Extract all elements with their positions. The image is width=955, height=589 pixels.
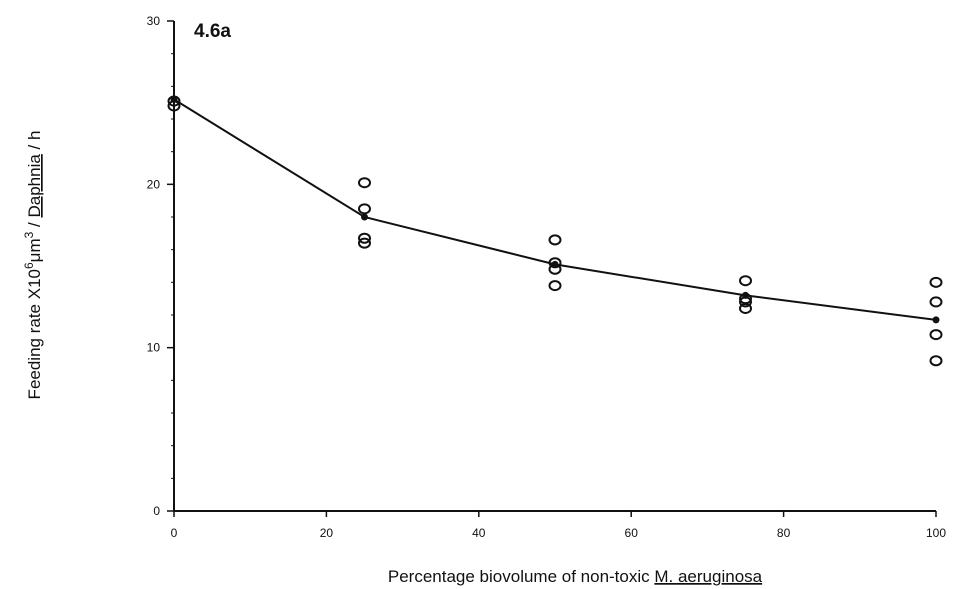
panel-label: 4.6a [194, 21, 231, 42]
replicate-point [929, 329, 943, 341]
y-tick-label: 0 [153, 504, 160, 518]
x-tick-label: 80 [777, 526, 791, 540]
replicate-point [929, 296, 943, 308]
mean-point [551, 260, 559, 268]
y-axis-title-suffix: / h [25, 131, 44, 155]
x-axis-title: Percentage biovolume of non-toxic M. aer… [388, 567, 763, 586]
y-axis-title-exponent: 6 [22, 262, 36, 269]
x-tick-label: 100 [926, 526, 946, 540]
mean-point [170, 95, 178, 103]
replicate-point [739, 275, 752, 287]
replicate-point [358, 232, 371, 244]
y-axis-title-separator: / [25, 218, 44, 232]
points-layer [167, 95, 943, 367]
x-axis-title-species: M. aeruginosa [654, 567, 762, 586]
mean-point [361, 213, 368, 221]
y-axis-title-unit-exponent: 3 [22, 231, 36, 238]
mean-point [932, 316, 940, 324]
x-tick-label: 60 [625, 526, 639, 540]
x-tick-label: 40 [472, 526, 486, 540]
y-tick-label: 20 [147, 177, 161, 191]
y-axis-title: Feeding rate X106μm3 / Daphnia / h [22, 131, 44, 400]
replicate-point [548, 280, 562, 292]
replicate-point [358, 237, 371, 249]
mean-line [173, 98, 937, 321]
mean-point [742, 291, 749, 299]
x-axis-title-text: Percentage biovolume of non-toxic [388, 567, 655, 586]
y-axis-title-text: Feeding rate X10 [25, 269, 44, 399]
replicate-point [929, 355, 943, 367]
y-axis-title-organism: Daphnia [25, 154, 44, 218]
y-axis-title-unit: μm [25, 238, 44, 262]
replicate-point [358, 203, 371, 215]
x-tick-label: 0 [171, 526, 178, 540]
replicate-point [929, 276, 943, 288]
ticks: 0 20 40 60 80 100 0 10 20 30 [147, 14, 947, 540]
curve-layer [173, 98, 937, 321]
y-tick-label: 30 [147, 14, 161, 28]
x-tick-label: 20 [320, 526, 334, 540]
y-tick-label: 10 [147, 341, 161, 355]
replicate-point [358, 177, 371, 189]
replicate-point [548, 234, 562, 246]
replicate-point [739, 302, 752, 314]
